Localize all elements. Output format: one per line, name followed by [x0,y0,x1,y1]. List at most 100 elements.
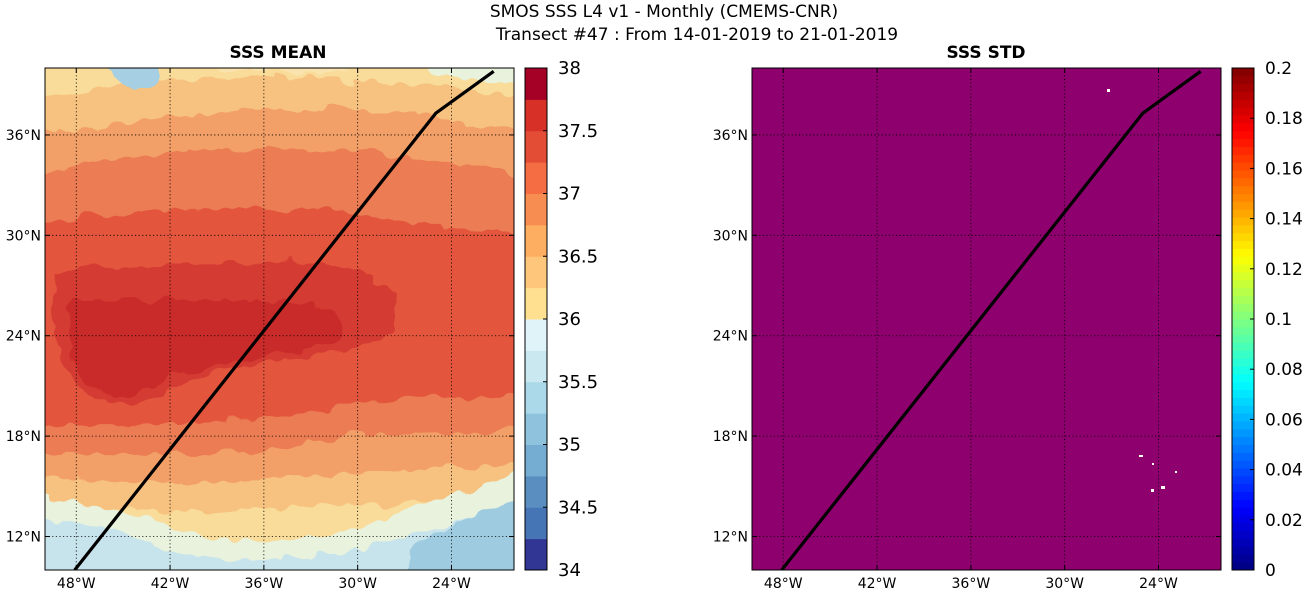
colorbar-segment [1232,83,1254,93]
graticule-right [752,68,1221,570]
colorbar-segment [1232,169,1254,179]
axis-ticks-right: 48°W 42°W 36°W 30°W 24°W 12°N 18°N 24°N 30°N 36°N [713,68,1221,591]
lon-tick-label: 30°W [338,576,377,591]
colorbar-segment [1232,107,1254,116]
colorbar-segment [1232,366,1254,375]
colorbar-segment [1232,248,1254,257]
colorbar-tick-label: 0.14 [1265,210,1303,230]
colorbar-segment [1232,444,1254,453]
colorbar-segment [1232,295,1254,304]
colorbar-segment [1232,311,1254,320]
lon-tick-label: 42°W [858,576,897,591]
colorbar-tick-label: 36 [558,309,581,330]
colorbar-segment [1232,468,1254,477]
colorbar-segment [1232,319,1254,328]
colorbar-segment [1232,554,1254,563]
lat-tick-label: 12°N [713,530,748,546]
colorbar-segment [525,444,547,477]
colorbar-segment [1232,303,1254,312]
colorbar-segment [1232,185,1254,194]
colorbar-segment [1232,405,1254,414]
colorbar-segment [1232,209,1254,218]
colorbar-segment [1232,475,1254,485]
lon-tick-label: 36°W [952,576,991,591]
lat-tick-label: 30°N [713,228,748,244]
colorbar-segment [1232,413,1254,422]
colorbar-segment [1232,507,1254,516]
lat-tick-label: 36°N [6,128,41,144]
colorbar-sss-mean: 34 34.5 35 35.5 36 36.5 37 37.5 38 [524,58,598,581]
colorbar-segment [1232,358,1254,367]
colorbar-segment [525,381,547,414]
colorbar-tick-label: 0 [1265,561,1276,581]
colorbar-tick-label: 35.5 [558,372,598,393]
figure-title-line1: SMOS SSS L4 v1 - Monthly (CMEMS-CNR) [490,2,838,22]
lon-tick-label: 48°W [57,576,96,591]
transect-layer [73,70,1202,570]
colorbar-tick-label: 0.12 [1265,260,1303,280]
lat-tick-label: 24°N [6,329,41,345]
lat-tick-label: 18°N [6,429,41,445]
colorbar-segment [1232,522,1254,532]
colorbar-segment [1232,499,1254,508]
colorbar-segment [525,507,547,540]
colorbar-tick-label: 0.06 [1265,410,1303,430]
std-missing-cell [1139,455,1143,457]
lon-tick-label: 30°W [1045,576,1084,591]
colorbar-segment [1232,397,1254,406]
panel-title-sss-mean: SSS MEAN [229,43,326,63]
colorbar-tick-label: 0.1 [1265,310,1292,330]
colorbar-segment [1232,224,1254,234]
colorbar-segment [1232,436,1254,445]
sss-std-map [752,68,1221,570]
colorbar-segment [525,224,547,257]
colorbar-segment [1232,279,1254,289]
colorbar-segment [525,350,547,383]
std-missing-cell [1152,463,1154,465]
colorbar-segment [1232,428,1254,438]
colorbar-segment [1232,538,1254,547]
panel-title-sss-std: SSS STD [946,43,1025,63]
lon-tick-label: 36°W [245,576,284,591]
colorbar-tick-label: 0.2 [1265,59,1292,79]
colorbar-segment [1232,515,1254,524]
lat-tick-label: 36°N [713,128,748,144]
std-missing-cell [1151,489,1154,492]
colorbar-segment [1232,91,1254,100]
colorbar-segment [1232,75,1254,85]
lon-tick-label: 24°W [1139,576,1178,591]
colorbar-segment [525,162,547,194]
colorbar-segment [1232,162,1254,171]
colorbar-segment [1232,326,1254,336]
sss-mean-map [45,68,514,570]
colorbar-segment [1232,546,1254,555]
std-missing-cell [1161,486,1165,489]
salinity-band-low-1 [45,505,514,570]
colorbar-segment [1232,177,1254,187]
colorbar-segment [1232,154,1254,163]
sss-std-map-frame [751,67,1222,571]
colorbar-tick-label: 35 [558,435,581,456]
graticule-left [45,68,514,570]
salinity-band-north-cold [106,68,160,91]
lat-tick-label: 18°N [713,429,748,445]
lon-tick-label: 42°W [151,576,190,591]
colorbar-tick-label: 0.08 [1265,360,1303,380]
colorbar-segment [1232,232,1254,242]
colorbar-segment [1232,491,1254,500]
colorbar-segment [1232,240,1254,249]
lon-tick-label: 24°W [432,576,471,591]
colorbar-segment [525,475,547,508]
colorbar-segment [1232,373,1254,383]
salinity-band-low-2 [410,502,514,570]
colorbar-segment [1232,138,1254,147]
std-field [752,68,1221,570]
lat-tick-label: 24°N [713,329,748,345]
colorbar-segment [1232,287,1254,296]
lat-tick-label: 30°N [6,228,41,244]
colorbar-sss-std: 0 0.02 0.04 0.06 0.08 0.1 0.12 0.14 0.16 0.18 0.2 [1231,59,1303,581]
colorbar-segment [1232,452,1254,461]
colorbar-segment [1232,562,1254,571]
colorbar-segment [525,256,547,289]
